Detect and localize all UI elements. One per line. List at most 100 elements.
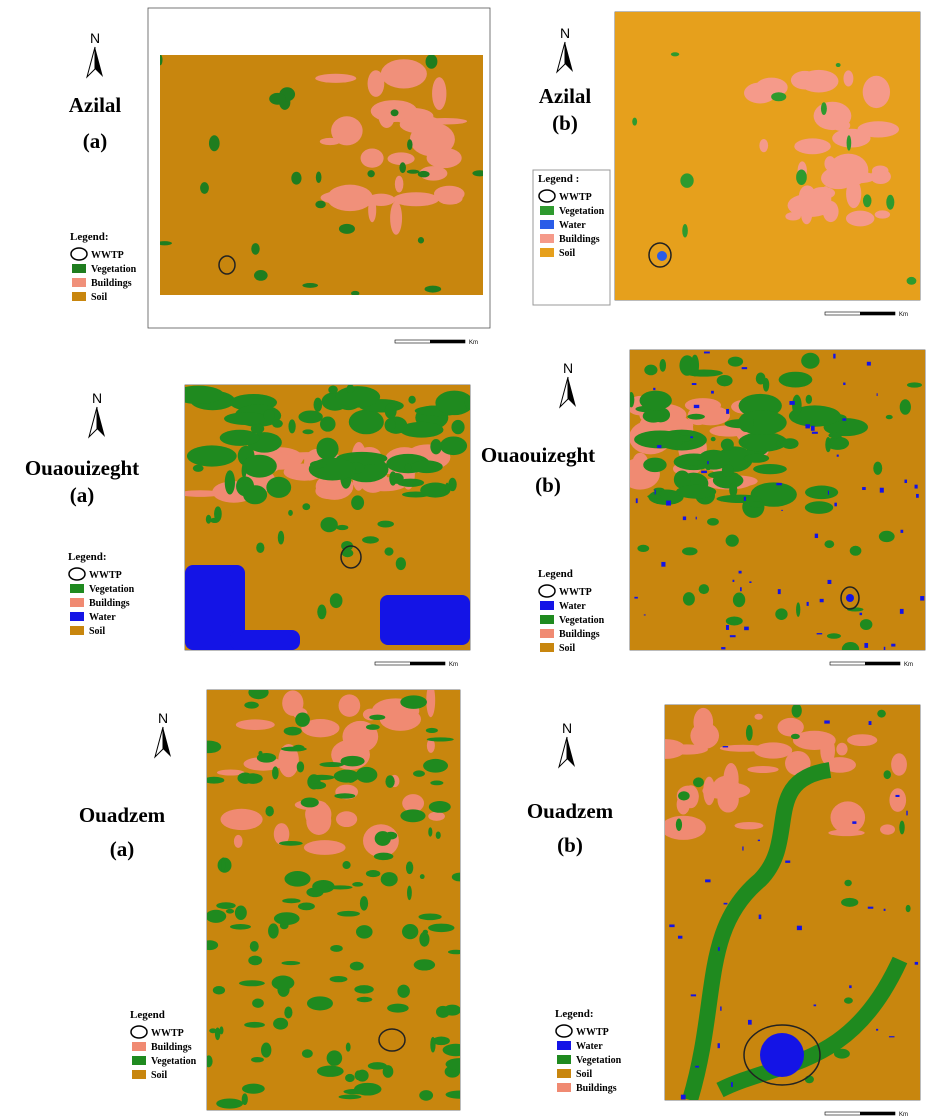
vegetation xyxy=(428,827,432,836)
vegetation xyxy=(637,545,649,552)
scale-bar xyxy=(410,662,445,665)
vegetation xyxy=(427,737,454,741)
vegetation xyxy=(368,1062,387,1070)
vegetation xyxy=(251,243,259,255)
vegetation xyxy=(316,172,322,184)
vegetation xyxy=(339,224,355,234)
water xyxy=(797,926,802,930)
vegetation xyxy=(711,437,716,441)
vegetation xyxy=(173,386,224,404)
water xyxy=(920,596,924,601)
legend-swatch xyxy=(557,1069,571,1078)
vegetation xyxy=(824,540,834,548)
buildings xyxy=(847,734,877,746)
vegetation xyxy=(628,392,634,407)
water xyxy=(723,746,728,747)
vegetation xyxy=(206,515,211,524)
legend-swatch xyxy=(72,264,86,273)
legend-label: Buildings xyxy=(151,1042,192,1053)
vegetation xyxy=(407,139,412,150)
scale-unit: Km xyxy=(899,312,908,318)
water xyxy=(730,635,736,637)
water xyxy=(726,409,729,414)
buildings xyxy=(846,179,861,208)
vegetation xyxy=(844,880,851,886)
vegetation xyxy=(317,605,326,620)
buildings xyxy=(712,776,740,801)
legend-swatch xyxy=(70,626,84,635)
vegetation xyxy=(907,277,917,285)
vegetation xyxy=(297,761,304,772)
vegetation xyxy=(298,410,322,423)
water xyxy=(749,581,751,583)
vegetation xyxy=(236,476,254,496)
vegetation xyxy=(350,962,364,971)
legend-label: Soil xyxy=(89,626,105,637)
vegetation xyxy=(243,773,263,784)
water xyxy=(891,644,895,647)
vegetation xyxy=(781,438,798,449)
vegetation xyxy=(261,1043,271,1058)
vegetation xyxy=(269,93,286,105)
vegetation xyxy=(847,135,852,150)
vegetation xyxy=(369,715,385,720)
buildings xyxy=(880,824,895,834)
vegetation xyxy=(248,956,262,966)
water xyxy=(789,401,794,405)
vegetation xyxy=(224,412,268,425)
water xyxy=(733,580,735,582)
legend-swatch xyxy=(557,1055,571,1064)
legend-label: Soil xyxy=(576,1069,592,1080)
vegetation xyxy=(310,461,326,468)
water xyxy=(864,643,868,648)
water xyxy=(776,483,781,485)
water xyxy=(820,599,824,602)
vegetation xyxy=(302,283,318,288)
legend-swatch xyxy=(71,248,87,260)
scale-unit: Km xyxy=(449,662,458,668)
vegetation xyxy=(844,997,853,1003)
buildings xyxy=(380,708,421,731)
legend-swatch xyxy=(556,1025,572,1037)
legend-label: Soil xyxy=(151,1070,167,1081)
vegetation xyxy=(197,741,221,754)
vegetation xyxy=(707,518,719,526)
legend-label: Water xyxy=(576,1041,603,1052)
water xyxy=(748,1020,752,1025)
water xyxy=(711,391,714,394)
water xyxy=(868,907,873,909)
buildings xyxy=(889,788,906,812)
north-arrow xyxy=(163,727,171,757)
water xyxy=(895,795,899,797)
vegetation xyxy=(680,173,693,187)
vegetation xyxy=(339,1095,362,1100)
vegetation xyxy=(214,506,222,521)
vegetation xyxy=(320,416,336,431)
north-arrow xyxy=(557,42,565,72)
buildings xyxy=(843,70,853,86)
legend-label: Vegetation xyxy=(151,1056,197,1067)
panel-label: (a) xyxy=(70,483,95,507)
legend-label: Soil xyxy=(559,248,575,259)
water xyxy=(690,436,693,438)
vegetation xyxy=(221,857,225,871)
buildings xyxy=(872,166,889,176)
legend-label: Buildings xyxy=(559,629,600,640)
legend-label: Vegetation xyxy=(559,206,605,217)
vegetation xyxy=(465,395,472,409)
vegetation xyxy=(836,63,841,67)
buildings xyxy=(428,812,445,821)
vegetation xyxy=(288,510,293,516)
vegetation xyxy=(430,781,443,786)
north-arrow xyxy=(89,407,97,437)
water xyxy=(696,517,697,520)
water xyxy=(842,418,846,420)
vegetation xyxy=(225,470,235,494)
buildings xyxy=(799,185,816,206)
map-panel: KmNOuadzem(b)Legend:WWTPWaterVegetationS… xyxy=(527,704,920,1118)
vegetation xyxy=(250,941,259,952)
vegetation xyxy=(242,463,247,478)
vegetation xyxy=(436,831,441,838)
vegetation xyxy=(825,437,831,452)
water xyxy=(726,625,729,630)
